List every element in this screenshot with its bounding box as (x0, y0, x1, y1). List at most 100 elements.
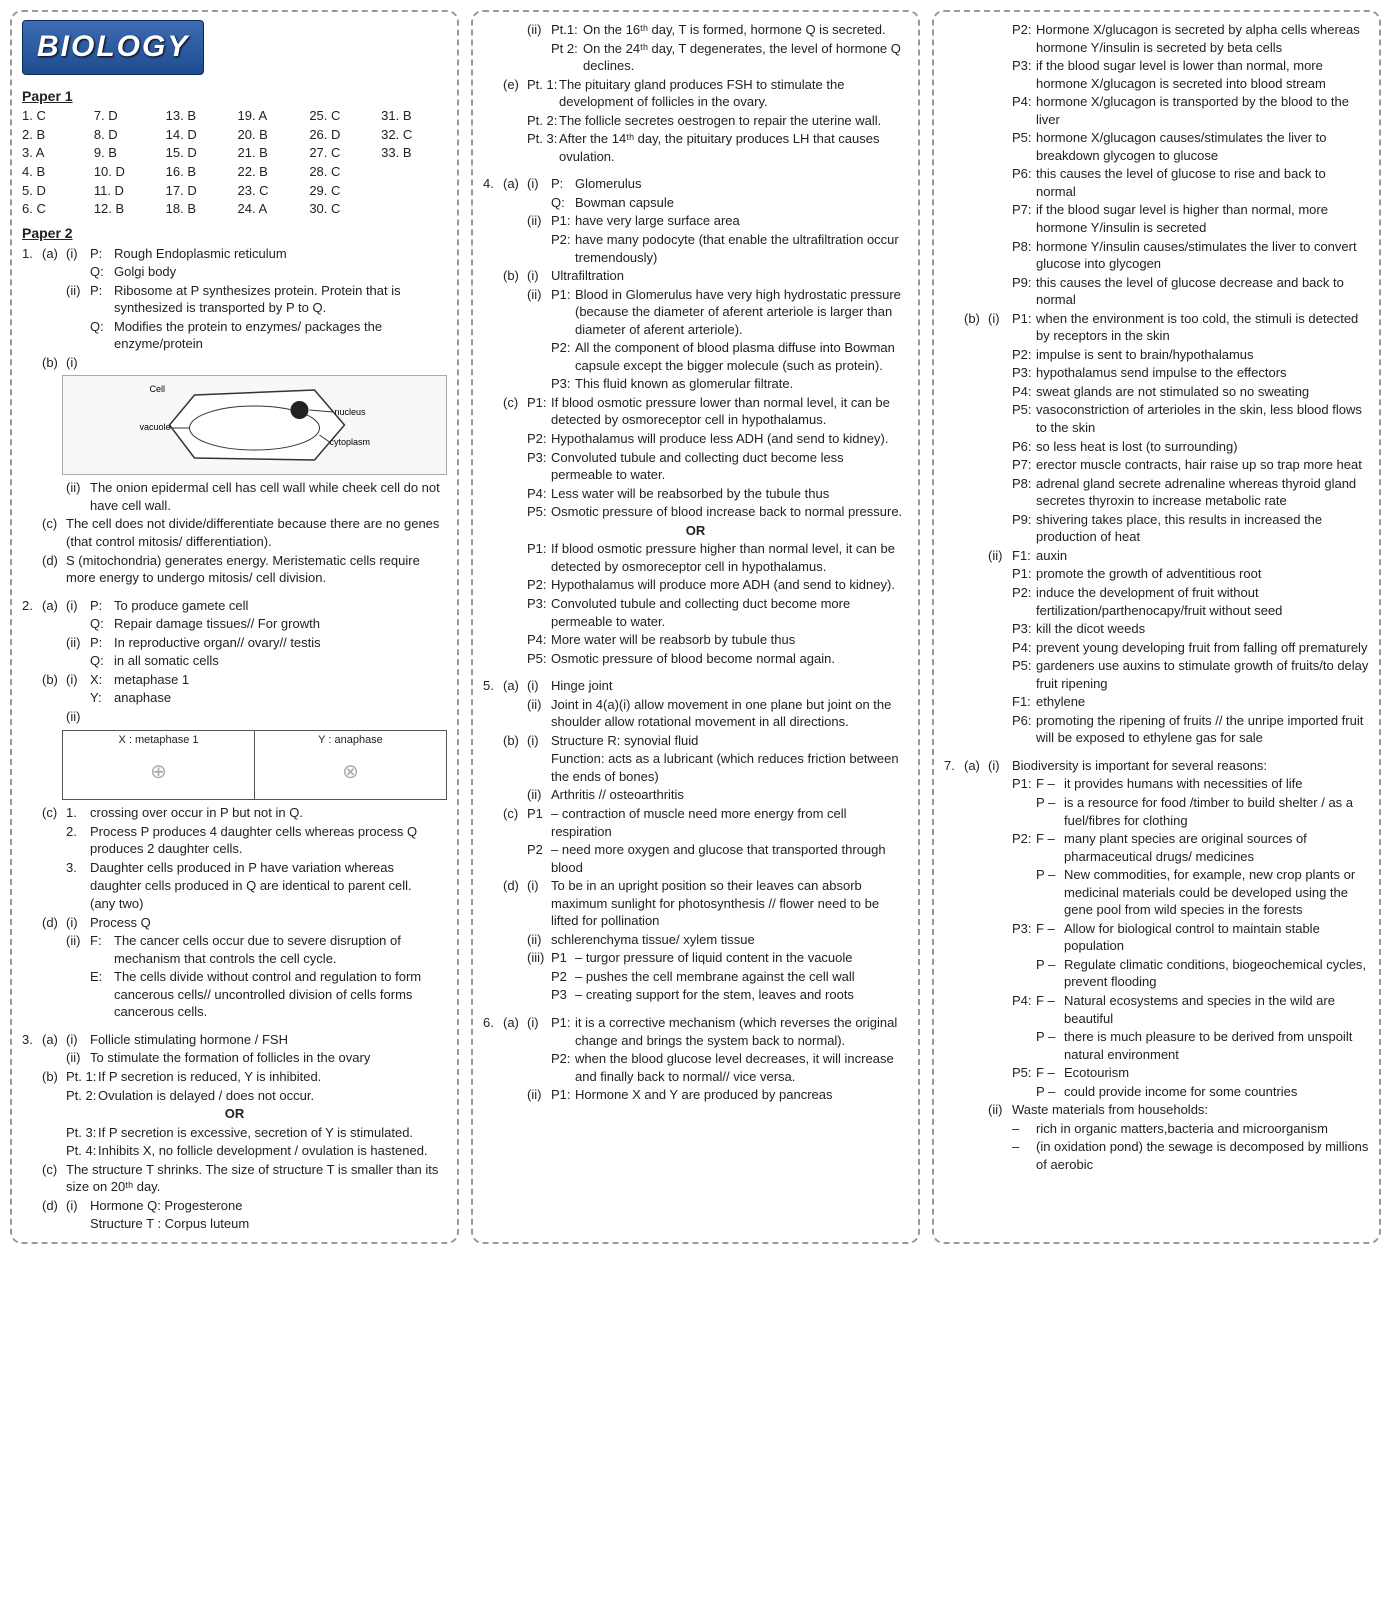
q4-c-p4: Less water will be reabsorbed by the tub… (551, 485, 908, 503)
q5-d-i: To be in an upright position so their le… (551, 877, 908, 930)
paper1-cell: 18. B (166, 200, 232, 218)
c3-bii-p6: promoting the ripening of fruits // the … (1036, 712, 1369, 747)
q4-a-i-p: Glomerulus (575, 175, 908, 193)
q3-d-ii-pt1: On the 16ᵗʰ day, T is formed, hormone Q … (583, 21, 908, 39)
svg-text:nucleus: nucleus (335, 407, 367, 417)
metaphase-table: X : metaphase 1⊕ Y : anaphase⊗ (62, 730, 447, 801)
paper1-answers: 1. C7. D13. B19. A25. C31. B2. B8. D14. … (22, 107, 447, 217)
q7-p3p: Regulate climatic conditions, biogeochem… (1064, 956, 1369, 991)
q5-d-iii-p3: – creating support for the stem, leaves … (575, 986, 908, 1004)
c3-bi-p5: vasoconstriction of arterioles in the sk… (1036, 401, 1369, 436)
c3-bii-p4: prevent young developing fruit from fall… (1036, 639, 1369, 657)
q2-c-note: (any two) (90, 895, 447, 913)
q7-a-i: Biodiversity is important for several re… (1012, 757, 1369, 775)
q4-c2-p4: More water will be reabsorb by tubule th… (551, 631, 908, 649)
paper1-cell: 16. B (166, 163, 232, 181)
q2-c-3: Daughter cells produced in P have variat… (90, 859, 447, 894)
q5-d-iii-p2: – pushes the cell membrane against the c… (575, 968, 908, 986)
column-1: BIOLOGY Paper 1 1. C7. D13. B19. A25. C3… (10, 10, 459, 1244)
paper1-cell: 10. D (94, 163, 160, 181)
q4-b-ii-p3: This fluid known as glomerular filtrate. (575, 375, 908, 393)
q4-c2-p1: If blood osmotic pressure higher than no… (551, 540, 908, 575)
q1-a-ii-p: Ribosome at P synthesizes protein. Prote… (114, 282, 447, 317)
paper1-cell: 3. A (22, 144, 88, 162)
q5-b-i-2: Function: acts as a lubricant (which red… (551, 750, 908, 785)
q3-e-1: The pituitary gland produces FSH to stim… (559, 76, 908, 111)
c3-bii-p1: promote the growth of adventitious root (1036, 565, 1369, 583)
paper1-cell: 9. B (94, 144, 160, 162)
paper1-cell (381, 200, 447, 218)
q6-a-i-p2: when the blood glucose level decreases, … (575, 1050, 908, 1085)
q2-d-i: Process Q (90, 914, 447, 932)
q2-d-ii-e: The cells divide without control and reg… (114, 968, 447, 1021)
paper1-cell: 2. B (22, 126, 88, 144)
meta-x-head: X : metaphase 1 (118, 734, 198, 746)
c3-bii-p5: gardeners use auxins to stimulate growth… (1036, 657, 1369, 692)
paper1-cell: 5. D (22, 182, 88, 200)
paper1-cell: 7. D (94, 107, 160, 125)
paper1-cell: 15. D (166, 144, 232, 162)
paper1-cell: 28. C (309, 163, 375, 181)
q7-p4f: Natural ecosystems and species in the wi… (1064, 992, 1369, 1027)
q7-p1p: is a resource for food /timber to build … (1064, 794, 1369, 829)
q5-a-i: Hinge joint (551, 677, 908, 695)
q4-c-p3: Convoluted tubule and collecting duct be… (551, 449, 908, 484)
paper1-cell: 11. D (94, 182, 160, 200)
q4-c2-p2: Hypothalamus will produce more ADH (and … (551, 576, 908, 594)
c3-p6: this causes the level of glucose to rise… (1036, 165, 1369, 200)
paper2-heading: Paper 2 (22, 224, 447, 243)
paper1-cell (381, 182, 447, 200)
q1-b-ii: The onion epidermal cell has cell wall w… (90, 479, 447, 514)
c3-bi-p3: hypothalamus send impulse to the effecto… (1036, 364, 1369, 382)
paper1-cell: 20. B (238, 126, 304, 144)
q5-a-ii: Joint in 4(a)(i) allow movement in one p… (551, 696, 908, 731)
q3-a-i: Follicle stimulating hormone / FSH (90, 1031, 447, 1049)
subject-title: BIOLOGY (22, 20, 204, 75)
paper1-cell: 14. D (166, 126, 232, 144)
q1-a-i-q: Golgi body (114, 263, 447, 281)
q1-a-i-p: Rough Endoplasmic reticulum (114, 245, 447, 263)
c3-bi-p2: impulse is sent to brain/hypothalamus (1036, 346, 1369, 364)
q4-a-i-q: Bowman capsule (575, 194, 908, 212)
q3-d-i-2: Structure T : Corpus luteum (90, 1215, 447, 1233)
q5-d-ii: schlerenchyma tissue/ xylem tissue (551, 931, 908, 949)
q2-a-i-p: To produce gamete cell (114, 597, 447, 615)
paper1-cell: 22. B (238, 163, 304, 181)
paper1-cell: 32. C (381, 126, 447, 144)
q4-c-p2: Hypothalamus will produce less ADH (and … (551, 430, 908, 448)
paper1-heading: Paper 1 (22, 87, 447, 106)
q7-ii-1: rich in organic matters,bacteria and mic… (1036, 1120, 1369, 1138)
q7-p1f: it provides humans with necessities of l… (1064, 775, 1369, 793)
q3-b-1: If P secretion is reduced, Y is inhibite… (98, 1068, 447, 1086)
q7-p5f: Ecotourism (1064, 1064, 1369, 1082)
q5-d-iii-p1: – turgor pressure of liquid content in t… (575, 949, 908, 967)
c3-p7: if the blood sugar level is higher than … (1036, 201, 1369, 236)
q2-a-ii-q: in all somatic cells (114, 652, 447, 670)
q5-b-ii: Arthritis // osteoarthritis (551, 786, 908, 804)
q1-a-ii-q: Modifies the protein to enzymes/ package… (114, 318, 447, 353)
q7-p2p: New commodities, for example, new crop p… (1064, 866, 1369, 919)
c3-p4: hormone X/glucagon is transported by the… (1036, 93, 1369, 128)
c3-p9: this causes the level of glucose decreas… (1036, 274, 1369, 309)
q3-e-3: After the 14ᵗʰ day, the pituitary produc… (559, 130, 908, 165)
c3-bi-p6: so less heat is lost (to surrounding) (1036, 438, 1369, 456)
paper1-cell: 19. A (238, 107, 304, 125)
c3-p3: if the blood sugar level is lower than n… (1036, 57, 1369, 92)
paper1-cell: 30. C (309, 200, 375, 218)
q3-d-i-1: Hormone Q: Progesterone (90, 1197, 447, 1215)
meta-y-head: Y : anaphase (318, 734, 383, 746)
q3-d-ii-pt2: On the 24ᵗʰ day, T degenerates, the leve… (583, 40, 908, 75)
q3-b-4: Inhibits X, no follicle development / ov… (98, 1142, 447, 1160)
paper1-cell: 25. C (309, 107, 375, 125)
c3-bi-p4: sweat glands are not stimulated so no sw… (1036, 383, 1369, 401)
cell-diagram: Cell vacuole nucleus cytoplasm (62, 375, 447, 475)
paper1-cell: 24. A (238, 200, 304, 218)
q4-c-or: OR (483, 522, 908, 540)
paper1-cell: 26. D (309, 126, 375, 144)
q3-c: The structure T shrinks. The size of str… (66, 1161, 447, 1196)
c3-bi-p9: shivering takes place, this results in i… (1036, 511, 1369, 546)
q2-b-i-x: metaphase 1 (114, 671, 447, 689)
q7-ii-2: (in oxidation pond) the sewage is decomp… (1036, 1138, 1369, 1173)
q4-c-p1: If blood osmotic pressure lower than nor… (551, 394, 908, 429)
q3-e-2: The follicle secretes oestrogen to repai… (559, 112, 908, 130)
